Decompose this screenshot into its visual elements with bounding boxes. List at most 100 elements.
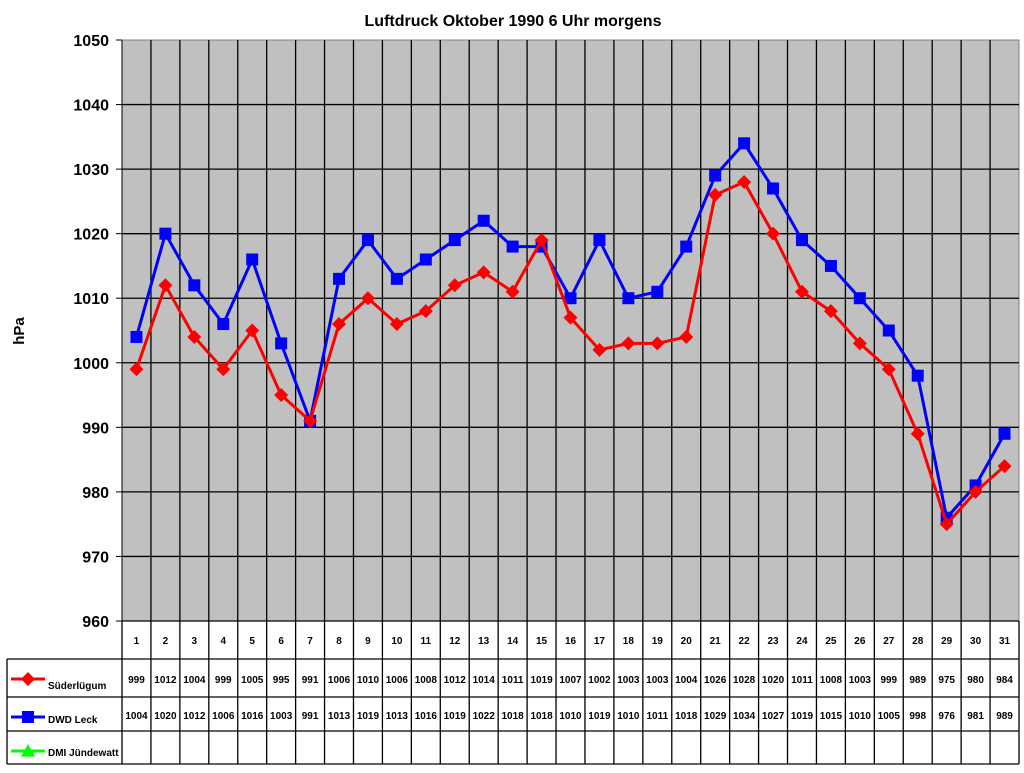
table-cell-value: 1027: [762, 711, 785, 722]
table-header-day: 27: [883, 636, 895, 647]
square-icon: [22, 711, 34, 723]
table-cell-value: 1015: [820, 711, 843, 722]
data-point-diamond-icon: [274, 388, 289, 403]
data-point-diamond-icon: [447, 278, 462, 293]
table-cell-value: 989: [996, 711, 1013, 722]
table-cell-value: 1010: [617, 711, 640, 722]
table-cell-value: 1011: [502, 675, 524, 686]
table-cell-value: 1018: [530, 711, 553, 722]
data-point-diamond-icon: [766, 226, 781, 241]
table-header-day: 26: [854, 636, 866, 647]
data-point-diamond-icon: [563, 310, 578, 325]
data-point-square-icon: [824, 259, 837, 272]
table-header-day: 1: [134, 636, 140, 647]
series-s-derl-gum: [129, 175, 1012, 532]
data-point-square-icon: [767, 182, 780, 195]
legend-entry: Süderlügum: [11, 672, 106, 692]
y-tick-label: 1050: [73, 33, 109, 50]
series-layer: [129, 137, 1012, 532]
table-header-day: 8: [336, 636, 342, 647]
table-cell-value: 984: [996, 675, 1013, 686]
table-header-day: 7: [307, 636, 313, 647]
table-cell-value: 1016: [415, 711, 438, 722]
table-header-day: 15: [536, 636, 548, 647]
table-cell-value: 1034: [733, 711, 756, 722]
table-cell-value: 1010: [559, 711, 582, 722]
table-header-day: 5: [249, 636, 255, 647]
table-header-day: 23: [767, 636, 779, 647]
table-cell-value: 1011: [791, 675, 813, 686]
data-point-diamond-icon: [592, 342, 607, 357]
table-cell-value: 1029: [704, 711, 727, 722]
data-point-square-icon: [738, 137, 751, 150]
y-axis: 960 970 980 990 1000 1010 1020 1030 1040 1050: [73, 33, 123, 631]
table-cell-value: 989: [909, 675, 926, 686]
data-point-square-icon: [188, 279, 201, 292]
table-cell-value: 976: [938, 711, 955, 722]
data-point-diamond-icon: [303, 413, 318, 428]
table-cell-value: 1004: [675, 675, 698, 686]
y-tick-label: 1020: [73, 227, 109, 244]
data-point-diamond-icon: [650, 336, 665, 351]
table-cell-value: 1010: [849, 711, 872, 722]
data-point-square-icon: [448, 234, 461, 247]
data-point-diamond-icon: [823, 304, 838, 319]
table-cell-value: 999: [128, 675, 145, 686]
data-point-square-icon: [882, 324, 895, 337]
table-header-day: 28: [912, 636, 924, 647]
y-tick-label: 990: [82, 420, 109, 437]
legend-entry: DWD Leck: [11, 711, 98, 726]
data-point-diamond-icon: [621, 336, 636, 351]
y-tick-label: 980: [82, 485, 109, 502]
table-header-day: 9: [365, 636, 371, 647]
data-point-diamond-icon: [332, 317, 347, 332]
table-cell-value: 1002: [588, 675, 611, 686]
table-cell-value: 1013: [328, 711, 351, 722]
data-point-diamond-icon: [476, 265, 491, 280]
table-cell-value: 1028: [733, 675, 756, 686]
y-tick-label: 960: [82, 614, 109, 631]
triangle-icon: [21, 744, 35, 757]
table-header-day: 6: [278, 636, 284, 647]
data-point-diamond-icon: [129, 362, 144, 377]
table-header-day: 21: [710, 636, 722, 647]
data-point-square-icon: [853, 292, 866, 305]
y-tick-label: 1010: [73, 291, 109, 308]
table-cell-value: 1004: [183, 675, 206, 686]
data-point-diamond-icon: [939, 517, 954, 532]
data-point-square-icon: [651, 285, 664, 298]
table-cell-value: 1008: [820, 675, 843, 686]
table-header-day: 20: [681, 636, 693, 647]
table-cell-value: 1018: [502, 711, 525, 722]
y-axis-label: hPa: [11, 317, 28, 345]
table-header-day: 18: [623, 636, 635, 647]
data-point-square-icon: [275, 337, 288, 350]
diamond-icon: [21, 672, 35, 686]
table-cell-value: 1020: [154, 711, 177, 722]
data-point-square-icon: [246, 253, 259, 266]
data-point-square-icon: [709, 169, 722, 182]
table-header-day: 12: [449, 636, 461, 647]
chart-title: Luftdruck Oktober 1990 6 Uhr morgens: [365, 13, 662, 30]
data-point-diamond-icon: [158, 278, 173, 293]
table-cell-value: 975: [938, 675, 955, 686]
table-header-day: 25: [825, 636, 837, 647]
table-header-day: 11: [421, 636, 432, 647]
table-cell-value: 991: [302, 675, 319, 686]
data-point-square-icon: [911, 369, 924, 382]
table-header-day: 2: [163, 636, 169, 647]
data-point-diamond-icon: [679, 329, 694, 344]
data-table: 1 2 3 4 5 6 7 8 9 10 11 12 13 14 15 16 17 18 19 20 21 22 23 24 2…: [6, 620, 1020, 765]
data-point-square-icon: [622, 292, 635, 305]
table-header-day: 24: [796, 636, 808, 647]
data-point-diamond-icon: [216, 362, 231, 377]
data-point-diamond-icon: [910, 426, 925, 441]
legend-label: DMI Jündewatt: [48, 748, 119, 759]
data-point-square-icon: [333, 272, 346, 285]
data-point-diamond-icon: [968, 484, 983, 499]
y-tick-label: 1030: [73, 162, 109, 179]
table-cell-value: 1013: [386, 711, 409, 722]
table-header-day: 29: [941, 636, 953, 647]
data-point-square-icon: [130, 330, 143, 343]
